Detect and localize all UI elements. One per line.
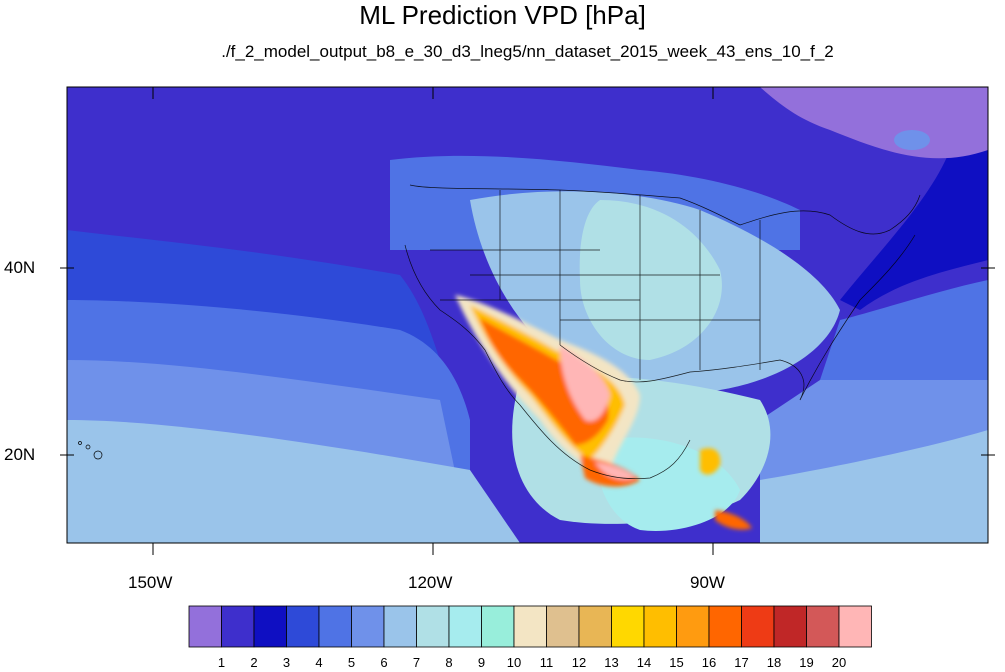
colorbar-label: 6: [380, 655, 387, 670]
colorbar-swatch: [773, 605, 807, 648]
colorbar-swatch: [611, 605, 645, 648]
colorbar-label: 7: [413, 655, 420, 670]
colorbar-label: 11: [540, 655, 554, 670]
lon-label-120w: 120W: [408, 573, 453, 592]
colorbar-swatch: [676, 605, 710, 648]
lon-label-150w: 150W: [128, 573, 173, 592]
colorbar-swatch: [513, 605, 547, 648]
vpd-field: [67, 87, 988, 543]
colorbar-swatch: [838, 605, 872, 648]
colorbar-label: 15: [669, 655, 683, 670]
colorbar-label: 19: [799, 655, 813, 670]
colorbar-label: 12: [572, 655, 586, 670]
colorbar-label: 1: [218, 655, 225, 670]
colorbar-swatch: [383, 605, 417, 648]
colorbar-label: 8: [445, 655, 452, 670]
colorbar-swatch: [806, 605, 840, 648]
colorbar-label: 3: [283, 655, 290, 670]
lat-label-20n: 20N: [4, 445, 36, 464]
colorbar-swatch: [448, 605, 482, 648]
colorbar-label: 5: [348, 655, 355, 670]
colorbar-swatch: [416, 605, 450, 648]
colorbar-swatch: [188, 605, 222, 648]
colorbar-label: 20: [832, 655, 846, 670]
colorbar-swatch: [578, 605, 612, 648]
colorbar: 1 2 3 4 5 6 7 8 9 10 11 12 13 14 15 16 17 18 19 20: [188, 605, 872, 670]
colorbar-label: 18: [767, 655, 781, 670]
colorbar-swatch: [708, 605, 742, 648]
colorbar-label: 13: [604, 655, 618, 670]
colorbar-swatch: [643, 605, 677, 648]
map-ticks: [60, 87, 995, 555]
map-title: ML Prediction VPD [hPa]: [359, 0, 646, 30]
colorbar-swatch: [546, 605, 580, 648]
colorbar-label: 14: [637, 655, 651, 670]
colorbar-label: 4: [315, 655, 322, 670]
colorbar-swatch: [741, 605, 775, 648]
colorbar-label: 9: [478, 655, 485, 670]
lat-label-40n: 40N: [4, 258, 36, 277]
colorbar-label: 10: [507, 655, 521, 670]
colorbar-swatch: [481, 605, 515, 648]
map-frame: [66, 86, 989, 544]
colorbar-label: 16: [702, 655, 716, 670]
colorbar-swatch: [351, 605, 385, 648]
colorbar-label: 17: [734, 655, 748, 670]
colorbar-label: 2: [250, 655, 257, 670]
colorbar-swatch: [318, 605, 352, 648]
colorbar-swatch: [286, 605, 320, 648]
colorbar-swatch: [253, 605, 287, 648]
lon-label-90w: 90W: [690, 573, 725, 592]
colorbar-swatch: [221, 605, 255, 648]
map-subtitle: ./f_2_model_output_b8_e_30_d3_lneg5/nn_d…: [221, 42, 834, 61]
